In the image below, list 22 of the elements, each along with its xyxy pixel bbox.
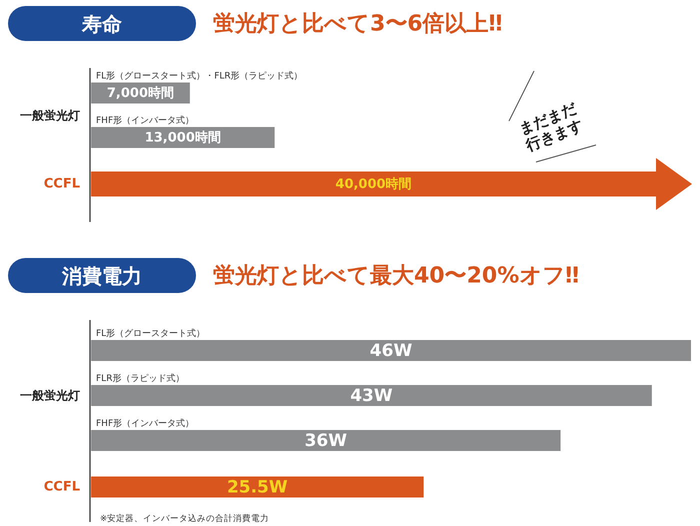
chart-title: 寿命 bbox=[81, 12, 122, 36]
data-label: 46W bbox=[370, 341, 412, 361]
text: 一般蛍光灯 bbox=[20, 108, 80, 122]
chart-subtitle: 蛍光灯と比べて3〜6倍以上‼ bbox=[213, 12, 502, 36]
data-label: 43W bbox=[350, 386, 393, 406]
data-label: 36W bbox=[304, 431, 348, 451]
data-label: 7,000時間 bbox=[106, 86, 174, 101]
y-tick-label: FHF形（インバータ式） bbox=[96, 418, 194, 429]
data-label: 40,000時間 bbox=[335, 177, 412, 192]
annotation: ※安定器、インバータ込みの合計消費電力 bbox=[100, 513, 270, 524]
chart-title: 消費電力 bbox=[61, 264, 142, 288]
y-tick-label: CCFL bbox=[44, 480, 80, 494]
text: 一般蛍光灯 bbox=[20, 388, 80, 402]
chart-subtitle: 蛍光灯と比べて最大40〜20%オフ‼ bbox=[213, 264, 580, 288]
y-tick-label: CCFL bbox=[44, 176, 80, 192]
y-tick-label: FL形（グロースタート式）・FLR形（ラピッド式） bbox=[96, 70, 303, 82]
annotation: まだまだ 行きます bbox=[516, 98, 586, 156]
y-tick-label: FHF形（インバータ式） bbox=[96, 115, 194, 126]
data-label: 25.5W bbox=[226, 478, 288, 498]
data-label: 13,000時間 bbox=[144, 130, 221, 146]
y-tick-label: FL形（グロースタート式） bbox=[96, 328, 206, 339]
y-tick-label: FLR形（ラピッド式） bbox=[96, 373, 184, 384]
